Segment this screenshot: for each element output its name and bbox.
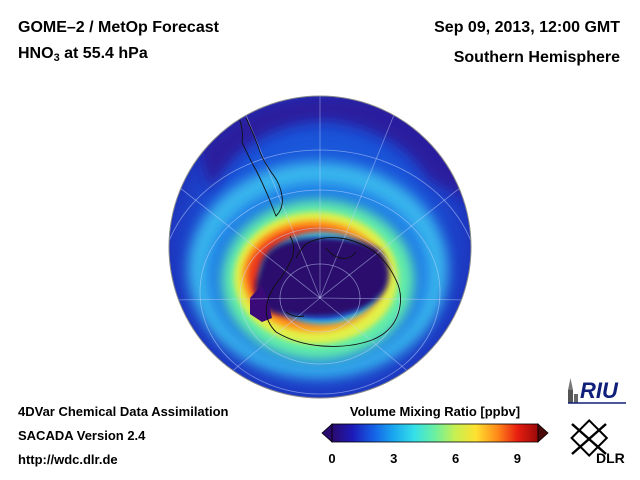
dlr-logo-text: DLR — [596, 450, 625, 466]
colorbar — [321, 423, 549, 443]
footer-line-version: SACADA Version 2.4 — [18, 428, 146, 443]
colorbar-title: Volume Mixing Ratio [ppbv] — [349, 404, 521, 419]
region-label: Southern Hemisphere — [453, 49, 620, 66]
colorbar-tick-label: 6 — [451, 451, 460, 466]
colorbar-gradient — [331, 423, 539, 443]
colorbar-min-arrow — [321, 423, 333, 443]
footer-line-assimilation: 4DVar Chemical Data Assimilation — [18, 404, 229, 419]
colorbar-tick-label: 0 — [328, 451, 336, 466]
dlr-logo — [570, 418, 609, 458]
riu-logo-text: RIU — [580, 378, 619, 403]
pressure-level-label: at 55.4 hPa — [59, 45, 148, 62]
species-label: HNO — [18, 45, 54, 62]
coastlines — [235, 111, 401, 347]
hemisphere-map — [168, 95, 472, 399]
colorbar-max-arrow — [537, 423, 549, 443]
map-title: GOME–2 / MetOp Forecast — [18, 19, 219, 36]
concentration-field — [169, 96, 471, 398]
map-subtitle: HNO3 at 55.4 hPa — [18, 44, 148, 68]
colorbar-tick-label: 3 — [390, 451, 398, 466]
globe-outline — [168, 95, 472, 399]
riu-logo: RIU — [568, 378, 626, 404]
species-subscript: 3 — [53, 52, 60, 64]
forecast-datetime: Sep 09, 2013, 12:00 GMT — [434, 19, 620, 36]
colorbar-tick-label: 9 — [513, 451, 521, 466]
footer-line-url[interactable]: http://wdc.dlr.de — [18, 452, 118, 467]
